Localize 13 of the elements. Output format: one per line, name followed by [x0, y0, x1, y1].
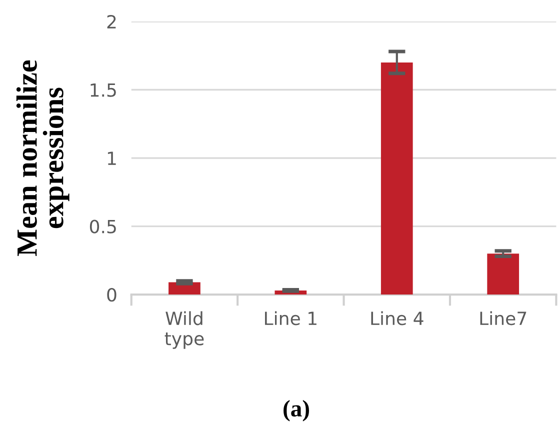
y-tick-label: 0: [107, 288, 116, 302]
y-tick-label: 1: [108, 152, 116, 165]
x-tick-label: Line 4: [371, 311, 424, 326]
bar: [487, 254, 520, 295]
x-tick-label: Wild type: [164, 311, 204, 349]
x-tick-label: Line7: [480, 311, 526, 326]
x-tick-label: Line 1: [265, 311, 316, 326]
text: (a): [284, 400, 309, 422]
y-tick-label: 2: [107, 14, 116, 28]
y-tick-label: 1.5: [90, 83, 116, 97]
y-axis-title: Mean normilize expressions: [16, 60, 70, 256]
bar: [380, 62, 413, 295]
y-tick-label: 0.5: [90, 220, 116, 234]
